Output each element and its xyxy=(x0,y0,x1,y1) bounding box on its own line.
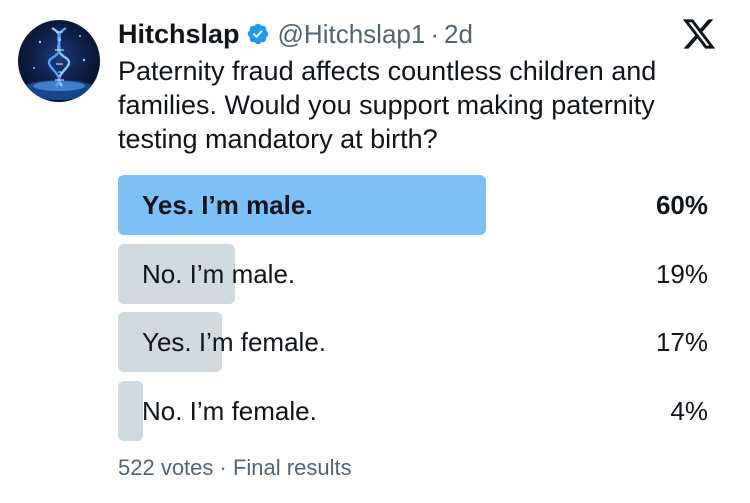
timestamp[interactable]: 2d xyxy=(444,18,473,49)
poll-status: Final results xyxy=(232,455,352,480)
avatar[interactable] xyxy=(18,20,100,102)
verified-badge-icon xyxy=(247,23,268,45)
poll-option-percent: 17% xyxy=(655,327,708,357)
separator-dot: · xyxy=(430,18,439,49)
author-name[interactable]: Hitchslap xyxy=(118,18,240,49)
poll-footer: 522 votes · Final results xyxy=(118,455,352,481)
poll-option-bar xyxy=(118,175,486,235)
poll-option[interactable]: Yes. I’m male. 60% xyxy=(118,175,710,235)
poll-option-bar xyxy=(118,380,143,441)
dna-helix-icon xyxy=(21,26,97,100)
poll-option-percent: 4% xyxy=(670,395,708,426)
poll-option-label: Yes. I’m female. xyxy=(142,327,327,357)
poll-option-label: No. I’m female. xyxy=(142,395,317,426)
poll-option[interactable]: No. I’m male. 19% xyxy=(118,243,710,304)
tweet-header: Hitchslap @Hitchslap1 · 2d xyxy=(118,14,473,54)
poll-option-bar xyxy=(118,243,235,304)
poll-option-percent: 19% xyxy=(655,258,708,289)
poll-option[interactable]: No. I’m female. 4% xyxy=(118,380,710,441)
vote-count: 522 votes xyxy=(118,455,214,480)
x-logo-icon[interactable] xyxy=(680,16,718,52)
separator-dot: · xyxy=(219,455,227,480)
author-handle[interactable]: @Hitchslap1 xyxy=(277,18,426,49)
poll-option-bar xyxy=(118,312,222,372)
tweet-text: Paternity fraud affects countless childr… xyxy=(118,56,657,154)
poll: Yes. I’m male. 60% No. I’m male. 19% Yes… xyxy=(118,175,710,449)
poll-option-percent: 60% xyxy=(655,190,708,220)
poll-option-label: No. I’m male. xyxy=(142,258,296,289)
poll-option-label: Yes. I’m male. xyxy=(142,190,313,220)
poll-option[interactable]: Yes. I’m female. 17% xyxy=(118,312,710,372)
